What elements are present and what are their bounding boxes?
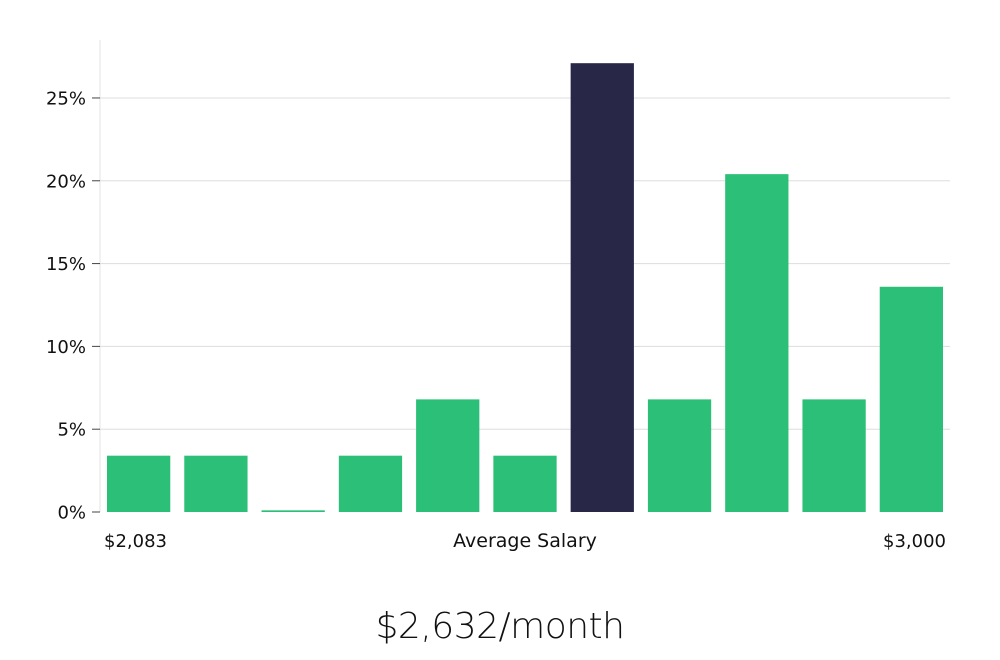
grid-lines xyxy=(100,97,950,430)
y-tick-label: 25% xyxy=(46,88,86,109)
bars xyxy=(107,63,943,512)
bar xyxy=(184,455,248,512)
x-min-label: $2,083 xyxy=(104,531,167,552)
y-tick-label: 20% xyxy=(46,171,86,192)
y-tick-label: 0% xyxy=(57,503,86,524)
y-axis-ticks: 0% 5% 10% 15% 20% 25% xyxy=(46,88,100,524)
bar xyxy=(416,399,480,512)
y-tick-label: 5% xyxy=(57,420,86,441)
bar xyxy=(725,174,789,512)
x-max-label: $3,000 xyxy=(883,531,946,552)
bar xyxy=(802,399,866,512)
x-axis-label: Average Salary xyxy=(453,530,597,552)
salary-distribution-chart: 0% 5% 10% 15% 20% 25% $2,083 Average Salary $… xyxy=(46,40,950,552)
average-salary-headline: $2,632/month xyxy=(375,606,625,647)
bar xyxy=(879,286,943,512)
bar-highlight xyxy=(570,63,634,512)
y-tick-label: 10% xyxy=(46,337,86,358)
bar xyxy=(261,510,325,512)
bar xyxy=(493,455,557,512)
bar xyxy=(107,455,171,512)
bar xyxy=(338,455,403,512)
y-tick-label: 15% xyxy=(46,254,86,275)
bar xyxy=(647,399,712,512)
